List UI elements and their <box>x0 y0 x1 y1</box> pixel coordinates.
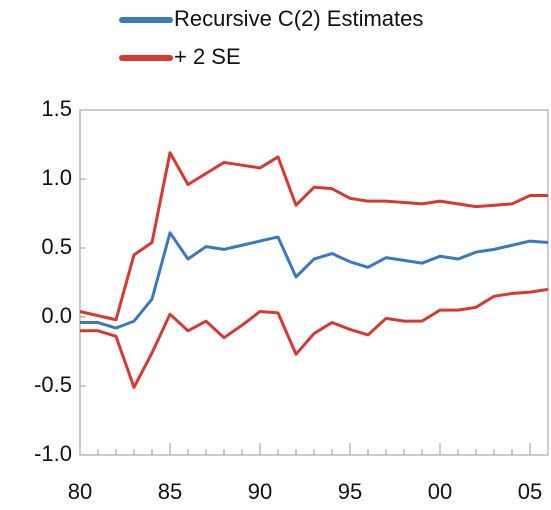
y-tick-label: -0.5 <box>34 372 72 397</box>
x-tick-label: 00 <box>428 479 452 504</box>
legend-label: + 2 SE <box>174 44 241 69</box>
legend-label: Recursive C(2) Estimates <box>174 6 423 31</box>
series-line <box>79 151 548 322</box>
series-line <box>80 287 549 389</box>
x-tick-label: 90 <box>248 479 272 504</box>
y-tick-label: 1.5 <box>41 96 72 121</box>
x-tick-label: 95 <box>338 479 362 504</box>
series-line <box>80 231 549 330</box>
y-tick-label: 1.0 <box>41 165 72 190</box>
plot-frame <box>79 109 549 456</box>
y-tick-label: -1.0 <box>34 441 72 466</box>
x-tick-label: 85 <box>158 479 182 504</box>
y-tick-label: 0.5 <box>41 234 72 259</box>
x-tick-label: 80 <box>68 479 92 504</box>
y-tick-label: 0.0 <box>41 303 72 328</box>
x-tick-label: 05 <box>518 479 542 504</box>
